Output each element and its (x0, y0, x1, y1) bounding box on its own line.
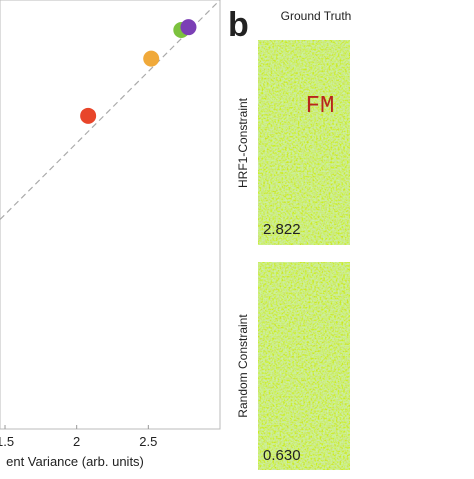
x-tick-label: 1.5 (0, 434, 14, 449)
x-tick-label: 2 (73, 434, 80, 449)
overlay-text: FM (306, 93, 335, 120)
x-axis-label: ent Variance (arb. units) (6, 454, 144, 469)
plot-frame (0, 0, 221, 430)
row-label: HRF1-Constraint (236, 97, 250, 188)
score: 2.822 (263, 221, 301, 238)
score: 0.630 (263, 447, 301, 464)
scatter-chart: 1.5 2 2.5 ent Variance (arb. units) (0, 0, 221, 469)
image-panel: 0.630 Random Constraint (236, 262, 350, 470)
image-noise (258, 262, 350, 470)
image-panel: FM 2.822 HRF1-Constraint (236, 40, 350, 245)
row-label: Random Constraint (236, 314, 250, 418)
point (180, 19, 197, 36)
image-noise (258, 40, 350, 245)
column-title: Ground Truth (281, 9, 352, 23)
point (80, 107, 97, 124)
x-tick-label: 2.5 (139, 434, 157, 449)
panel-letter: b (228, 6, 249, 44)
identity-line (0, 0, 221, 220)
point (143, 50, 160, 67)
